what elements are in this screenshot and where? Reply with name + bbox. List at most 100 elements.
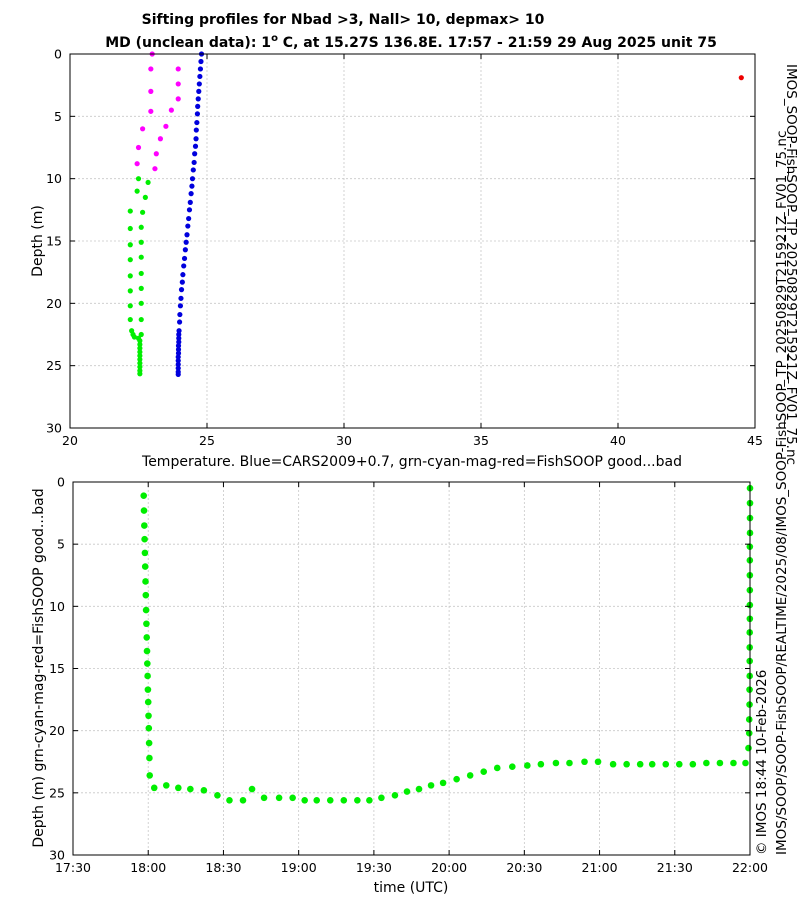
profile-y-axis-label: Depth (m) [30,205,46,277]
time-depth-point-green [480,768,488,775]
filename-vertical-label: IMOS_SOOP-FishSOOP_TP_20250829T215921Z_F… [783,64,799,465]
profile-point-green [127,316,133,323]
title-degree-symbol: o [271,33,278,44]
time-depth-point-green [301,796,308,804]
time-depth-point-green [226,796,233,804]
profile-point-blue [193,136,199,142]
time-depth-point-green [142,578,149,585]
profile-point-blue [176,328,182,334]
profile-point-magenta [148,88,154,94]
time-depth-point-green [662,760,670,768]
profile-y-tick-label: 20 [46,296,62,311]
time-depth-point-green [594,758,602,766]
time-depth-x-tick-label: 19:00 [281,860,317,875]
profile-point-blue [177,311,183,318]
profile-point-blue [175,346,182,353]
time-depth-point-green [162,782,170,789]
profile-point-blue [175,371,181,377]
time-depth-point-green [689,760,697,768]
time-depth-point-green [366,796,373,804]
profile-point-green [137,371,143,377]
time-depth-point-green [143,647,151,655]
time-depth-point-green [140,507,148,514]
time-depth-point-green [439,779,447,787]
profile-point-magenta [157,136,164,142]
profile-point-blue [195,96,201,102]
profile-point-blue [177,319,183,325]
profile-point-blue [196,88,202,94]
profile-point-blue [175,354,181,360]
profile-point-blue [182,247,188,253]
profile-point-blue [175,361,181,368]
profile-point-blue [175,350,182,356]
profile-point-blue [176,339,182,345]
profile-point-green [140,209,146,215]
profile-point-blue [194,119,200,126]
time-depth-point-green [145,712,152,720]
profile-points [127,51,744,377]
time-depth-point-green [239,796,247,804]
time-depth-point-green [140,492,148,499]
time-depth-point-green [354,796,361,804]
time-depth-point-green [675,760,683,768]
profile-point-green [138,331,144,338]
profile-point-green [137,360,143,366]
time-depth-y-tick-label: 15 [49,661,65,676]
profile-x-tick-label: 45 [747,433,763,448]
profile-point-green [138,254,144,260]
time-depth-panel: 17:30 18:00 18:30 19:00 19:30 20:00 20:30 21:00… [31,475,768,897]
time-depth-point-green [144,672,151,680]
time-depth-x-axis-label: time (UTC) [374,880,449,896]
profile-point-blue [192,151,198,157]
time-depth-x-tick-label: 20:00 [431,860,467,875]
profile-point-blue [188,191,194,197]
profile-point-blue [197,66,204,72]
time-depth-x-ticks: 17:30 18:00 18:30 19:00 19:30 20:00 20:30 21:00… [55,482,768,875]
profile-point-blue [179,279,185,285]
profile-point-green [145,179,151,186]
profile-point-blue [193,127,199,133]
profile-point-green [138,270,144,277]
time-depth-point-green [289,794,296,802]
profile-point-blue [186,207,193,213]
profile-x-tick-label: 30 [336,433,352,448]
time-depth-point-green [730,759,737,767]
time-depth-x-tick-label: 22:00 [732,860,768,875]
profile-point-magenta [175,66,181,72]
profile-point-green [127,288,133,294]
time-depth-point-green [142,591,150,599]
time-depth-point-green [143,634,151,641]
profile-point-blue [191,159,197,166]
time-depth-point-green [648,760,656,768]
profile-point-blue [194,111,201,117]
profile-y-tick-label: 25 [46,358,62,373]
profile-x-tick-label: 25 [199,433,215,448]
profile-point-magenta [153,151,159,157]
time-depth-y-ticks: 0 5 10 15 20 25 30 [49,475,750,863]
profile-point-green [137,356,143,363]
time-depth-y-tick-label: 30 [49,848,65,863]
time-depth-y-tick-label: 10 [49,599,65,614]
time-depth-point-green [326,796,334,804]
time-depth-point-green [493,764,501,772]
time-depth-point-green [145,724,153,732]
profile-point-blue [178,295,184,301]
profile-point-magenta [134,161,140,167]
profile-point-red [738,75,744,81]
time-depth-x-tick-label: 21:30 [657,860,693,875]
profile-point-magenta [148,108,154,114]
time-depth-point-green [144,686,152,693]
profile-point-green [137,345,143,351]
profile-point-green [127,208,133,214]
profile-point-blue [175,365,181,371]
time-depth-y-tick-label: 20 [49,723,65,738]
profile-point-green [135,176,142,182]
time-depth-point-green [146,754,153,762]
time-depth-point-green [150,784,158,792]
profile-y-tick-label: 10 [46,171,62,186]
time-depth-point-green [141,563,149,570]
profile-y-tick-label: 0 [54,47,62,62]
time-depth-point-green [260,794,268,802]
profile-point-blue [187,199,193,205]
time-depth-point-green [248,785,256,793]
